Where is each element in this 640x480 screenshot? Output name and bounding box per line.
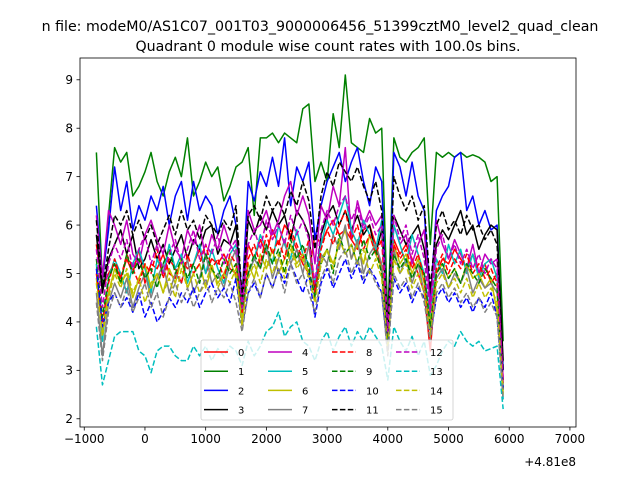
axes-frame — [79, 57, 577, 428]
legend-label-7: 7 — [302, 406, 308, 417]
legend-label-15: 15 — [430, 406, 443, 417]
series-line-11 — [95, 161, 504, 371]
x-axis: −1000 0 1000 2000 3000 4000 5000 6000 7000 — [64, 427, 585, 446]
legend-label-11: 11 — [366, 406, 379, 417]
legend-label-3: 3 — [238, 406, 244, 417]
legend-label-9: 9 — [366, 367, 372, 378]
y-tick-label: 4 — [65, 315, 73, 329]
series-line-14 — [95, 238, 504, 395]
y-tick-label: 7 — [65, 170, 73, 184]
legend-label-13: 13 — [430, 367, 443, 378]
figure-suptitle: n file: modeM0/AS1C07_001T03_9000006456_… — [42, 19, 599, 35]
x-axis-offset-label: +4.81e8 — [524, 455, 576, 469]
x-tick-label: 0 — [141, 432, 149, 446]
series-line-10 — [95, 258, 504, 390]
y-tick-label: 5 — [65, 267, 73, 281]
series-line-12 — [95, 195, 504, 381]
x-tick-label: 2000 — [251, 432, 282, 446]
y-tick-label: 9 — [65, 73, 73, 87]
x-tick-label: 5000 — [433, 432, 464, 446]
legend-label-10: 10 — [366, 386, 379, 397]
x-tick-label: −1000 — [64, 432, 105, 446]
x-tick-label: 1000 — [190, 432, 221, 446]
x-tick-label: 3000 — [312, 432, 343, 446]
legend-label-0: 0 — [238, 348, 244, 359]
x-tick-label: 4000 — [373, 432, 404, 446]
legend-label-5: 5 — [302, 367, 308, 378]
y-tick-label: 2 — [65, 412, 73, 426]
legend-label-6: 6 — [302, 386, 308, 397]
x-tick-label: 7000 — [555, 432, 586, 446]
plot-lines — [95, 74, 504, 410]
legend-frame — [200, 339, 454, 421]
legend-label-8: 8 — [366, 348, 372, 359]
y-tick-label: 8 — [65, 122, 73, 136]
chart-title: Quadrant 0 module wise count rates with … — [135, 39, 520, 55]
y-tick-label: 6 — [65, 218, 73, 232]
legend-label-4: 4 — [302, 348, 308, 359]
series-line-15 — [95, 248, 504, 400]
legend-label-14: 14 — [430, 386, 443, 397]
legend-label-2: 2 — [238, 386, 244, 397]
legend-label-1: 1 — [238, 367, 244, 378]
y-axis: 2 3 4 5 6 7 8 9 — [65, 73, 80, 426]
y-tick-label: 3 — [65, 364, 73, 378]
legend-label-12: 12 — [430, 348, 443, 359]
x-tick-label: 6000 — [494, 432, 525, 446]
series-line-9 — [95, 234, 504, 390]
series-line-8 — [95, 209, 504, 385]
